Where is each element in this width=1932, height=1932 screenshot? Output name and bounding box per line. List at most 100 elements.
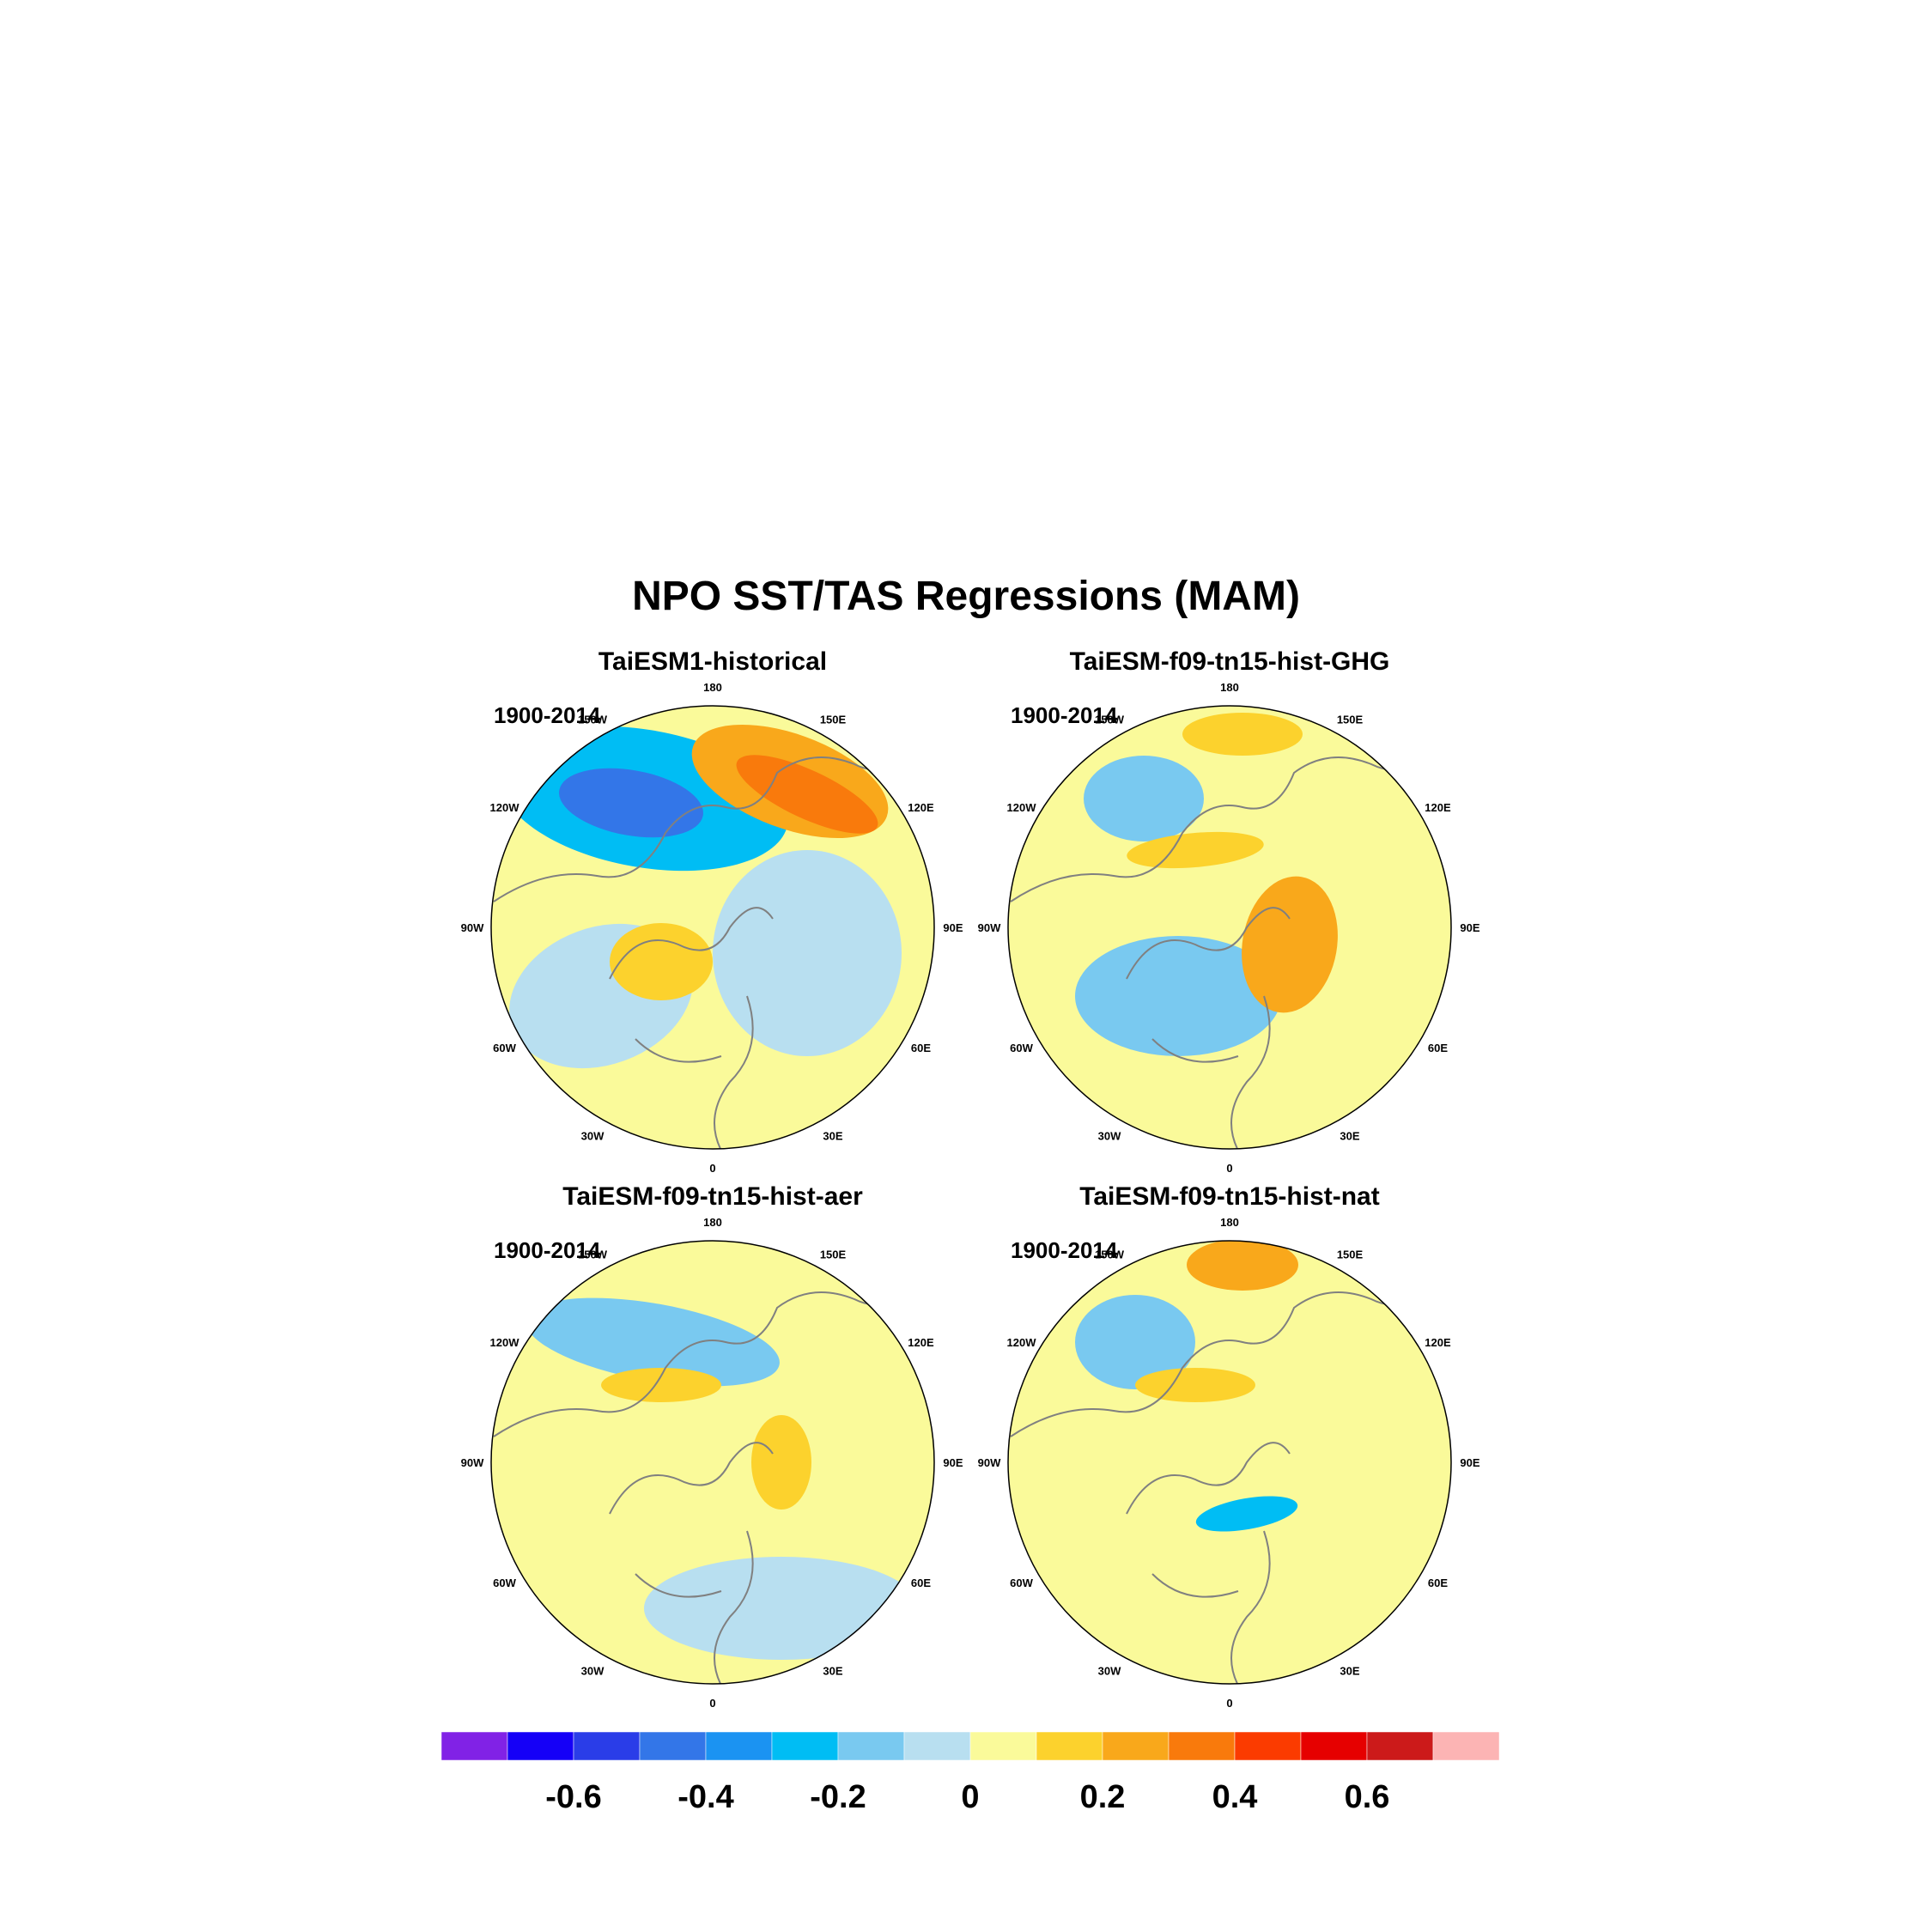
- map-background: [1008, 706, 1451, 1149]
- panel-title: TaiESM-f09-tn15-hist-GHG: [1070, 647, 1390, 676]
- anomaly-canada-warm: [1135, 1368, 1255, 1402]
- colorbar-swatch: [1300, 1731, 1368, 1761]
- anomaly-greenland-cool: [1195, 1496, 1298, 1532]
- anomaly-eurasia-cool: [713, 850, 902, 1056]
- lon-label: 60W: [1010, 1577, 1033, 1589]
- lon-label: 0: [1226, 1162, 1232, 1175]
- colorbar-tick-label: 0.2: [1080, 1779, 1126, 1815]
- anomaly-north-pacific-cold-core: [559, 768, 703, 838]
- anomaly-bering-warm: [1187, 1241, 1298, 1291]
- panel-period: 1900-2014: [494, 702, 601, 728]
- colorbar-tick-label: -0.6: [545, 1779, 601, 1815]
- lon-label: 150E: [820, 714, 847, 726]
- lon-label: 150W: [578, 1249, 608, 1261]
- lon-label: 90E: [1460, 921, 1479, 934]
- colorbar-swatch: [705, 1731, 773, 1761]
- lon-label: 150E: [1337, 1249, 1364, 1261]
- anomaly-atlantic-cool: [1075, 936, 1281, 1056]
- anomaly-siberia-warm: [1127, 831, 1264, 869]
- lon-label: 90E: [943, 921, 963, 934]
- lon-label: 90E: [943, 1456, 963, 1469]
- panel-period: 1900-2014: [1011, 702, 1118, 728]
- coastline: [493, 741, 934, 1149]
- lon-label: 120W: [490, 1336, 520, 1349]
- anomaly-north-america-warm: [610, 923, 713, 1000]
- panel-title: TaiESM-f09-tn15-hist-nat: [1079, 1182, 1379, 1211]
- lon-label: 90W: [978, 1456, 1001, 1469]
- colorbar-swatch: [969, 1731, 1037, 1761]
- lon-label: 0: [709, 1697, 715, 1710]
- lon-label: 120W: [1007, 801, 1037, 814]
- lon-label: 60E: [1428, 1577, 1448, 1589]
- lon-label: 150W: [1095, 714, 1125, 726]
- map-panel-4: TaiESM-f09-tn15-hist-nat 1900-2014 180 150E…: [978, 1182, 1480, 1710]
- lon-label: 60W: [493, 1042, 516, 1054]
- map-panel-2: TaiESM-f09-tn15-hist-GHG 1900-2014 180 150E…: [978, 647, 1480, 1175]
- colorbar-swatch: [440, 1731, 508, 1761]
- lon-label: 90W: [461, 921, 484, 934]
- colorbar-swatch: [903, 1731, 971, 1761]
- coastline: [1010, 741, 1451, 1149]
- lon-label: 30E: [1340, 1129, 1359, 1142]
- panel-period: 1900-2014: [494, 1237, 601, 1263]
- lon-label: 0: [1226, 1697, 1232, 1710]
- map-outline: [490, 705, 935, 1150]
- lon-label: 30W: [1098, 1129, 1121, 1142]
- lon-label: 150E: [820, 1249, 847, 1261]
- lon-label: 120E: [1425, 801, 1451, 814]
- panel-title: TaiESM1-historical: [598, 647, 827, 676]
- colorbar-swatch: [573, 1731, 641, 1761]
- colorbar-tick-label: 0: [961, 1779, 979, 1815]
- lon-label: 120E: [908, 1336, 934, 1349]
- anomaly-siberia-warm: [751, 1415, 811, 1510]
- map-panel-3: TaiESM-f09-tn15-hist-aer 1900-2014 180 150E…: [461, 1182, 963, 1710]
- colorbar-tick-label: 0.4: [1212, 1779, 1258, 1815]
- lon-label: 120E: [1425, 1336, 1451, 1349]
- lon-label: 180: [1220, 681, 1239, 694]
- colorbar-tick-label: -0.2: [810, 1779, 866, 1815]
- colorbar-swatch: [1168, 1731, 1236, 1761]
- map-outline: [490, 1240, 935, 1685]
- lon-label: 120W: [490, 801, 520, 814]
- anomaly-canada-warm: [601, 1368, 721, 1402]
- lon-label: 90W: [978, 921, 1001, 934]
- colorbar-swatch: [1234, 1731, 1302, 1761]
- colorbar-tick-label: 0.6: [1345, 1779, 1390, 1815]
- lon-label: 60E: [1428, 1042, 1448, 1054]
- colorbar-tick-label: -0.4: [677, 1779, 733, 1815]
- polar-map: [491, 706, 934, 1149]
- lon-label: 180: [703, 681, 722, 694]
- figure-title: NPO SST/TAS Regressions (MAM): [632, 574, 1300, 619]
- colorbar-swatch: [1036, 1731, 1103, 1761]
- colorbar-swatch: [507, 1731, 574, 1761]
- colorbar-swatch: [1366, 1731, 1434, 1761]
- anomaly-north-pacific-cool: [526, 1297, 780, 1387]
- anomaly-kuroshio-warm-core: [736, 755, 878, 834]
- coastline: [493, 1276, 934, 1684]
- map-outline: [1007, 1240, 1452, 1685]
- colorbar-swatch: [771, 1731, 839, 1761]
- lon-label: 30W: [581, 1664, 605, 1677]
- lon-label: 30E: [823, 1129, 842, 1142]
- lon-label: 30W: [1098, 1664, 1121, 1677]
- polar-map: [491, 1241, 934, 1684]
- lon-label: 90W: [461, 1456, 484, 1469]
- colorbar-swatch: [837, 1731, 905, 1761]
- anomaly-europe-cool: [644, 1557, 919, 1660]
- lon-label: 30E: [823, 1664, 842, 1677]
- colorbar-swatch: [1102, 1731, 1170, 1761]
- anomaly-north-pacific-cool: [1075, 1295, 1195, 1389]
- panel-period: 1900-2014: [1011, 1237, 1118, 1263]
- lon-label: 180: [703, 1216, 722, 1229]
- lon-label: 60E: [911, 1577, 931, 1589]
- lon-label: 120E: [908, 801, 934, 814]
- map-background: [1008, 1241, 1451, 1684]
- lon-label: 30W: [581, 1129, 605, 1142]
- polar-map: [1008, 706, 1451, 1149]
- lon-label: 150E: [1337, 714, 1364, 726]
- anomaly-bering-warm: [1182, 713, 1303, 756]
- lon-label: 60W: [493, 1577, 516, 1589]
- colorbar: -0.6 -0.4 -0.2 0 0.2 0.4 0.6: [440, 1731, 1500, 1815]
- lon-label: 180: [1220, 1216, 1239, 1229]
